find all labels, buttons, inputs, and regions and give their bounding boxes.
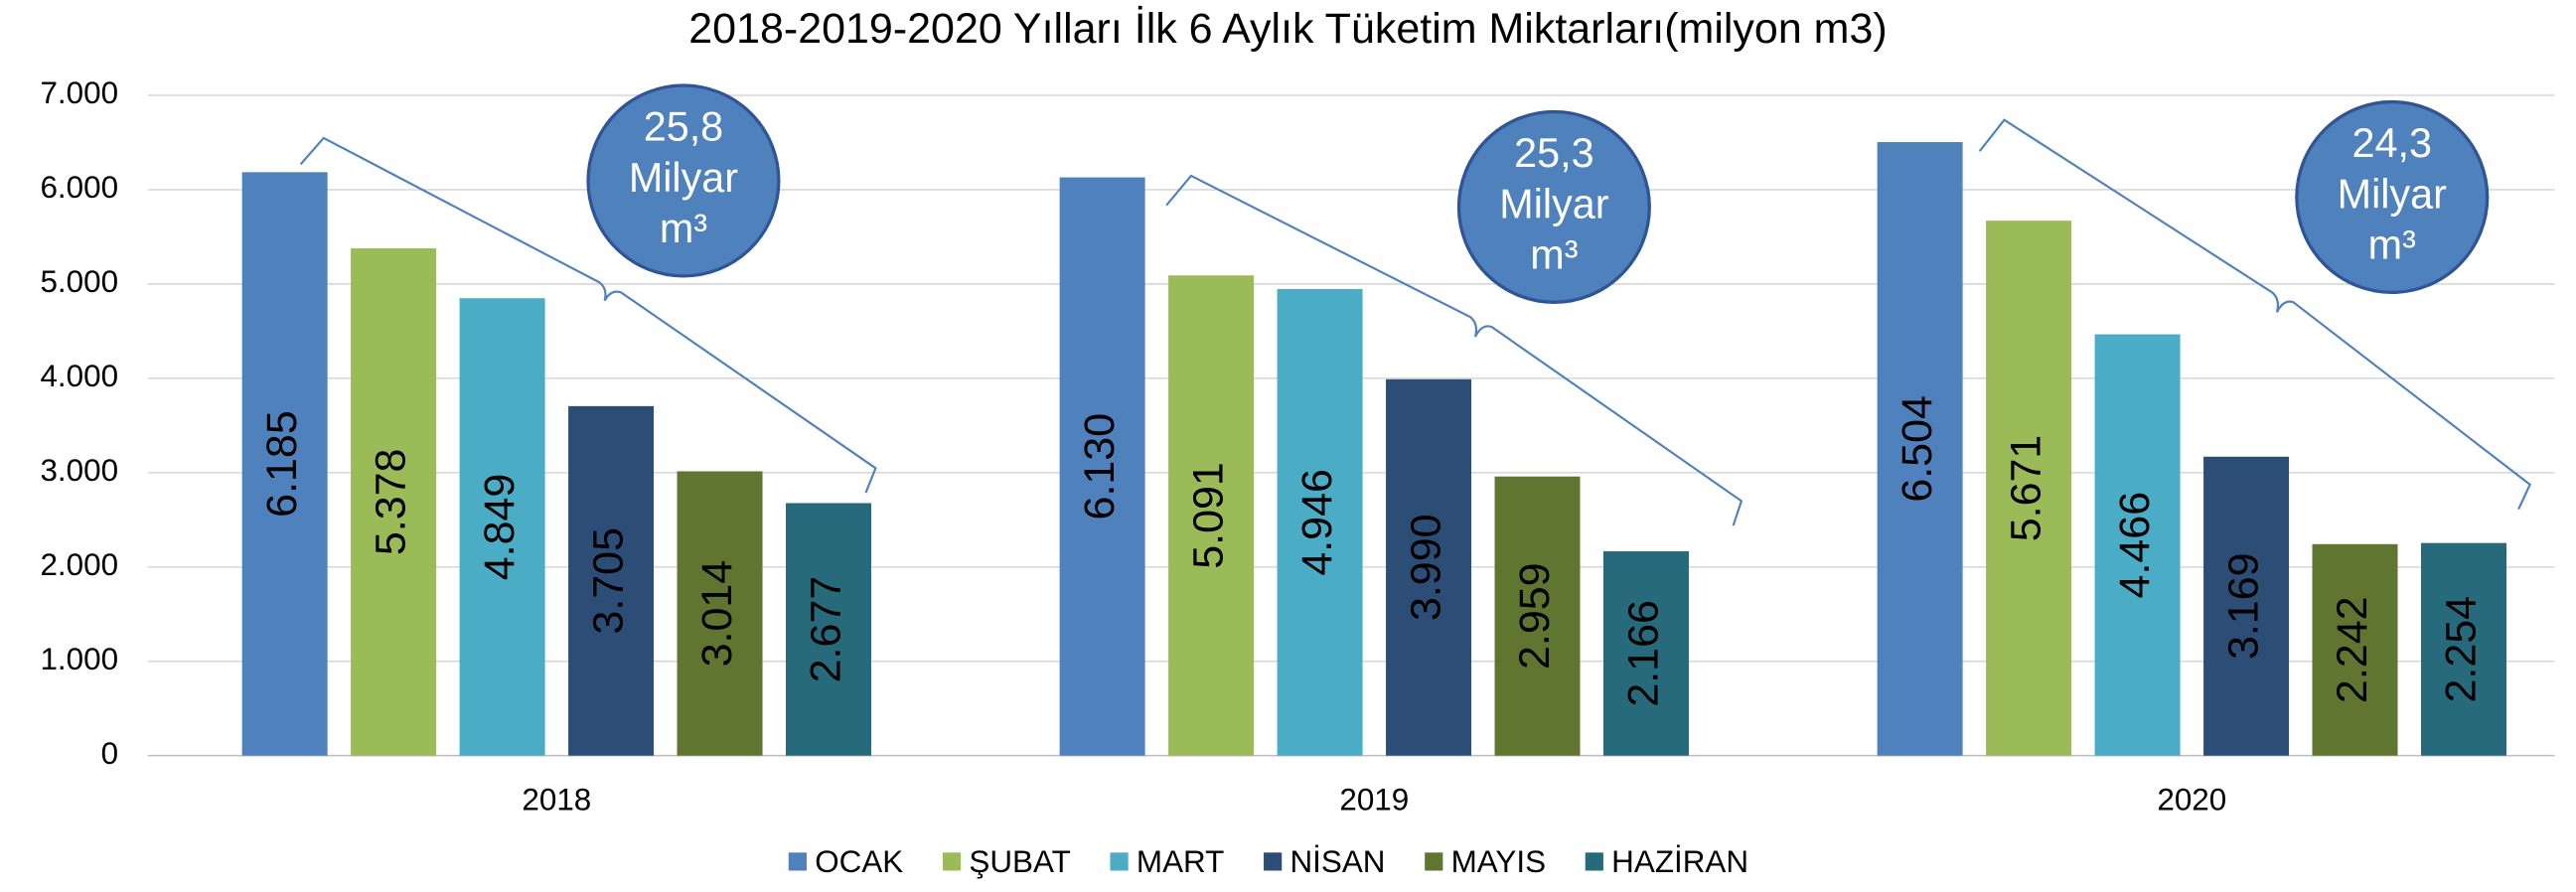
bar-label: 2.677 [802,576,849,683]
bar [351,247,437,756]
legend-label: OCAK [815,844,903,879]
bar-label: 4.466 [2111,492,2159,599]
brace [1978,118,2532,511]
y-tick-label: 0 [101,736,118,771]
legend-swatch [788,852,807,871]
bar-label: 6.130 [1076,413,1124,520]
legend-swatch [1110,852,1129,871]
y-tick-label: 2.000 [40,547,118,582]
legend-label: NİSAN [1290,844,1386,879]
bar-label: 5.671 [2002,435,2049,542]
y-tick-label: 4.000 [40,359,118,393]
bar [241,172,328,756]
bar-label: 4.849 [476,474,524,581]
y-tick-label: 3.000 [40,453,118,488]
chart-title: 2018-2019-2020 Yılları İlk 6 Aylık Tüket… [688,5,1887,53]
bar-label: 3.014 [693,560,741,668]
bubble-text: Milyar [1499,181,1608,226]
bar [786,503,872,756]
bar [1168,275,1255,756]
bar [2421,542,2506,756]
bar [568,405,655,756]
legend-label: HAZİRAN [1611,844,1748,879]
bar [1986,221,2072,756]
bar-label: 3.705 [584,527,632,635]
bar [1603,551,1690,756]
bar-label: 5.378 [367,449,414,556]
legend-swatch [942,852,962,871]
legend-label: MAYIS [1451,844,1546,879]
legend-swatch [1585,852,1603,871]
bubble-text: 25,3 [1514,130,1593,176]
bar [2094,334,2181,756]
x-tick-label: 2018 [522,782,591,817]
bar-label: 2.242 [2329,596,2376,703]
x-tick-label: 2020 [2157,782,2226,817]
bubble-text: Milyar [2338,171,2447,217]
bar [1277,289,1363,756]
bubble-text: 24,3 [2352,120,2432,166]
bubble [586,83,781,278]
legend-label: ŞUBAT [969,844,1070,879]
bar-label: 4.946 [1293,469,1341,576]
legend-swatch [1425,852,1443,871]
bar [677,471,763,756]
bar-label: 2.166 [1619,600,1667,707]
bubble-text: 25,8 [644,104,723,150]
bar [459,298,545,756]
brace [1165,174,1743,526]
bar-label: 2.959 [1511,562,1559,669]
legend-label: MART [1136,844,1224,879]
bubble-text: m³ [660,206,707,251]
bar [1386,378,1472,756]
bubble-text: m³ [2368,223,2416,268]
bar [1877,142,1963,756]
bar [2312,543,2398,756]
bar-label: 6.185 [258,410,306,518]
brace [299,136,877,494]
bar-label: 5.091 [1184,462,1232,569]
bubble-text: m³ [1530,232,1578,278]
y-tick-label: 6.000 [40,170,118,205]
legend-swatch [1264,852,1283,871]
y-tick-label: 5.000 [40,264,118,299]
bubble [1456,109,1651,304]
x-tick-label: 2019 [1339,782,1409,817]
y-tick-label: 1.000 [40,642,118,676]
bubble [2295,99,2490,295]
bar [2203,456,2290,756]
bar-label: 2.254 [2437,596,2485,703]
bubble-text: Milyar [629,155,738,201]
bar-label: 6.504 [1894,395,1941,503]
y-tick-label: 7.000 [40,75,118,110]
bar [1494,476,1581,756]
bar-label: 3.169 [2219,552,2267,660]
bar [1059,177,1145,756]
bar-label: 3.990 [1402,514,1449,621]
